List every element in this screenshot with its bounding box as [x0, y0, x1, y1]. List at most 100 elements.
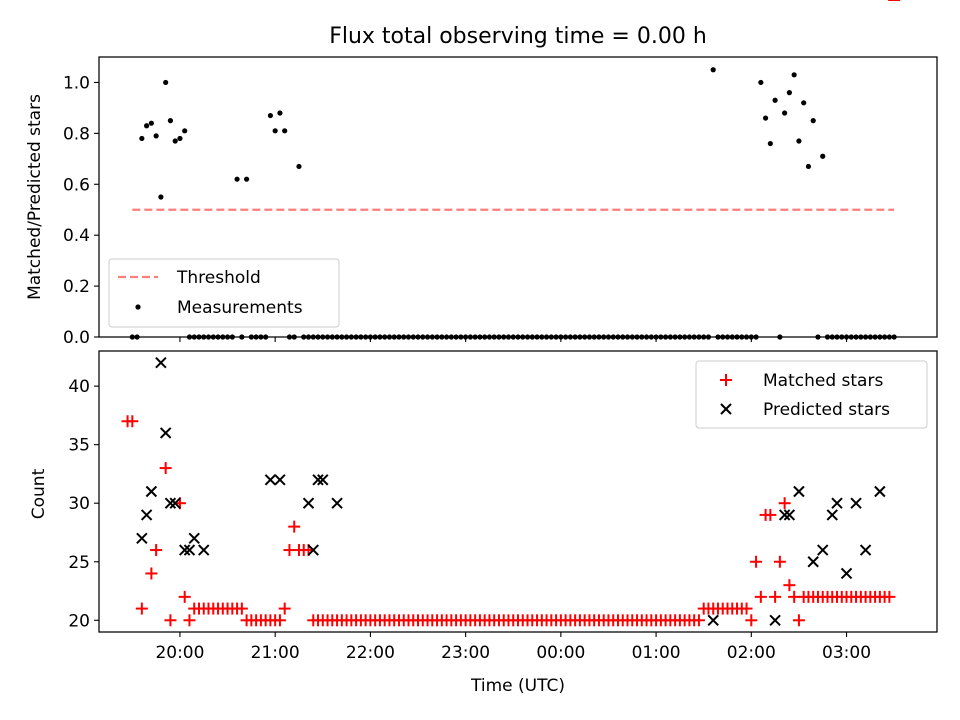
x-tick-label: 02:00 — [727, 643, 776, 663]
ratio-y-tick-label: 0.8 — [63, 124, 90, 144]
matched-star-marker — [750, 555, 763, 568]
ratio-y-tick-label: 1.0 — [63, 73, 90, 93]
measurement-point — [791, 72, 797, 78]
count-y-tick-label: 40 — [68, 377, 90, 397]
matched-star-marker — [126, 415, 139, 428]
matched-star-marker — [288, 520, 301, 533]
predicted-star-marker — [198, 544, 210, 556]
measurement-point — [758, 79, 764, 86]
predicted-star-marker — [312, 474, 324, 486]
x-tick-label: 03:00 — [822, 643, 871, 663]
count-y-tick-label: 25 — [68, 553, 90, 573]
measurement-point — [234, 176, 240, 182]
predicted-star-marker — [778, 509, 791, 521]
count-plot-frame — [98, 350, 938, 633]
predicted-star-marker — [145, 485, 158, 498]
predicted-star-marker — [840, 567, 853, 580]
matched-star-marker — [792, 614, 805, 627]
predicted-star-marker — [264, 474, 277, 486]
measurement-point — [153, 133, 159, 139]
count-data — [121, 0, 901, 627]
measurement-point — [805, 163, 812, 170]
predicted-star-marker — [850, 497, 862, 509]
measurement-point — [167, 118, 174, 124]
x-axis-label: Time (UTC) — [470, 676, 565, 696]
ratio-y-tick-label: 0.6 — [63, 175, 90, 195]
predicted-star-marker — [826, 509, 838, 521]
matched-star-marker — [183, 614, 196, 627]
x-tick-label: 00:00 — [536, 643, 585, 663]
matched-star-marker — [778, 497, 791, 510]
predicted-legend-marker — [720, 403, 732, 415]
matched-legend-marker — [720, 374, 732, 386]
predicted-star-marker — [317, 474, 329, 486]
measurements-legend-marker — [135, 304, 141, 310]
matched-star-marker — [769, 590, 782, 603]
matched-star-marker — [145, 567, 158, 580]
measurement-point — [782, 110, 788, 116]
measurement-point — [786, 90, 792, 96]
x-tick-label: 22:00 — [346, 643, 395, 663]
count-axes: 20 25 30 35 40 20:00 21:00 22:00 23:00 00:00 01:00… — [68, 377, 871, 663]
measurement-point — [796, 138, 802, 144]
predicted-star-marker — [831, 497, 843, 509]
matched-star-marker — [692, 614, 705, 627]
matched-star-marker — [164, 614, 177, 627]
predicted-star-marker — [331, 497, 343, 509]
matched-star-marker — [159, 462, 172, 475]
predicted-legend-label: Predicted stars — [763, 400, 890, 420]
ratio-data — [129, 67, 897, 340]
predicted-star-marker — [307, 544, 319, 556]
predicted-star-marker — [183, 544, 196, 556]
measurement-point — [282, 128, 288, 134]
measurement-point — [267, 112, 274, 119]
measurement-point — [772, 97, 778, 103]
measurement-point — [148, 120, 154, 126]
ratio-y-tick-label: 0.4 — [63, 226, 90, 246]
matched-legend-label: Matched stars — [763, 371, 883, 391]
measurement-point — [139, 135, 145, 142]
measurement-point — [810, 118, 816, 124]
predicted-star-marker — [302, 497, 315, 509]
matched-star-marker — [178, 590, 191, 603]
measurement-point — [144, 123, 150, 129]
predicted-star-marker — [874, 485, 886, 498]
x-tick-label: 01:00 — [632, 643, 681, 663]
matched-star-marker — [150, 544, 163, 557]
measurements-legend-label: Measurements — [177, 298, 303, 318]
measurement-point — [177, 135, 183, 142]
ratio-panel: 0.0 0.2 0.4 0.6 0.8 1.0 Matched/Predicted sta… — [25, 56, 938, 348]
predicted-star-marker — [769, 614, 781, 626]
count-panel: 20 25 30 35 40 20:00 21:00 22:00 23:00 00:00 01:00… — [29, 0, 938, 696]
predicted-star-marker — [817, 544, 829, 556]
predicted-star-marker — [707, 614, 719, 626]
matched-star-marker — [740, 602, 753, 615]
measurement-point — [182, 128, 188, 134]
predicted-star-marker — [793, 485, 805, 498]
measurement-point — [767, 140, 773, 147]
ratio-y-tick-label: 0.0 — [63, 328, 90, 348]
count-y-axis-label: Count — [29, 468, 49, 519]
count-legend-box — [695, 360, 928, 429]
ratio-y-axis-label: Matched/Predicted stars — [25, 94, 45, 300]
predicted-star-marker — [178, 544, 191, 556]
matched-star-marker — [783, 579, 796, 592]
predicted-star-marker — [140, 509, 153, 521]
matched-star-marker — [273, 614, 286, 627]
matched-star-marker — [764, 508, 777, 521]
count-y-tick-label: 20 — [68, 611, 90, 631]
measurement-point — [272, 128, 278, 134]
matched-star-marker — [754, 590, 767, 603]
count-y-tick-label: 35 — [68, 436, 90, 456]
measurement-point — [163, 79, 169, 86]
count-legend: Matched stars Predicted stars — [695, 360, 928, 429]
measurement-point — [277, 110, 283, 116]
matched-star-marker — [773, 555, 786, 568]
ratio-legend: Threshold Measurements — [108, 258, 340, 328]
threshold-legend-label: Threshold — [176, 268, 261, 288]
predicted-star-marker — [169, 497, 181, 509]
measurement-point — [820, 153, 826, 159]
predicted-star-marker — [159, 427, 172, 439]
matched-star-marker — [278, 602, 291, 615]
